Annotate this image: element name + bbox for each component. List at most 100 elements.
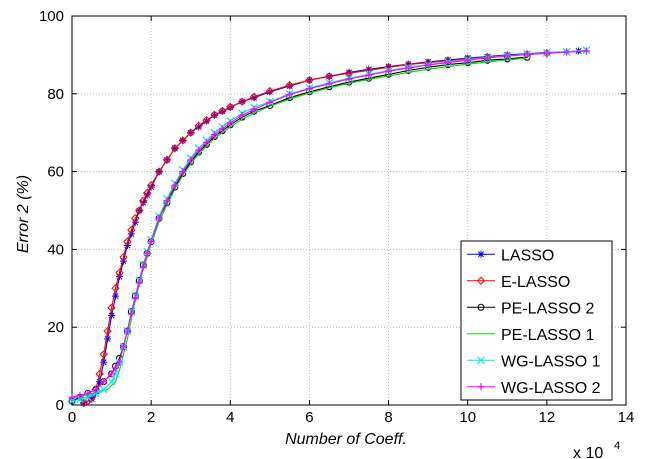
legend-item: LASSO	[467, 247, 554, 264]
axes-frame	[71, 15, 627, 406]
y-axis-label: Error 2 (%)	[15, 175, 32, 253]
data-point-marker	[210, 131, 218, 139]
data-point-marker	[99, 350, 108, 359]
data-point-marker	[108, 312, 116, 320]
data-point-marker	[477, 383, 485, 391]
data-point-marker	[178, 136, 188, 145]
data-point-marker	[477, 250, 485, 258]
data-point-marker	[249, 92, 259, 102]
data-point-marker	[305, 75, 314, 85]
data-point-marker	[92, 385, 100, 393]
data-point-marker	[79, 398, 89, 408]
data-point-marker	[135, 206, 144, 215]
data-point-marker	[143, 249, 151, 257]
x-tick-label: 12	[539, 409, 556, 426]
data-point-marker	[404, 64, 412, 72]
data-point-marker	[484, 54, 491, 62]
data-point-marker	[477, 356, 485, 365]
data-point-marker	[226, 102, 235, 112]
data-point-marker	[218, 125, 226, 133]
data-point-marker	[345, 75, 353, 83]
data-point-marker	[112, 292, 120, 300]
data-point-marker	[477, 303, 485, 311]
data-point-marker	[194, 121, 203, 130]
data-point-marker	[170, 144, 180, 153]
data-point-marker	[155, 214, 163, 222]
legend-item: PE-LASSO 2	[467, 300, 594, 317]
data-point-marker	[115, 268, 124, 277]
data-point-marker	[68, 393, 76, 401]
data-point-marker	[135, 278, 143, 286]
data-point-marker	[147, 238, 155, 246]
data-point-marker	[139, 263, 147, 271]
data-point-marker	[139, 196, 148, 205]
data-point-marker	[68, 397, 76, 406]
data-point-marker	[103, 326, 112, 336]
data-point-marker	[345, 68, 353, 76]
data-point-marker	[108, 370, 116, 378]
data-point-marker	[88, 395, 96, 403]
x-tick-label: 6	[305, 409, 313, 426]
legend-item: WG-LASSO 1	[467, 353, 601, 370]
data-point-marker	[75, 395, 84, 404]
y-tick-label: 100	[39, 8, 64, 25]
data-point-marker	[218, 106, 227, 116]
data-point-marker	[305, 85, 313, 93]
legend-label: LASSO	[501, 247, 554, 264]
data-point-marker	[123, 237, 132, 246]
plot-area: 0 2 4 6 8 10 12 14 0 20 40 60 80 100	[39, 8, 634, 426]
data-point-marker	[476, 276, 486, 285]
data-point-marker	[203, 117, 211, 125]
data-point-marker	[195, 123, 203, 131]
data-point-marker	[127, 225, 136, 235]
data-point-marker	[131, 294, 139, 302]
data-point-marker	[286, 82, 294, 90]
data-point-marker	[365, 65, 373, 73]
data-point-marker	[104, 335, 112, 343]
data-point-marker	[111, 284, 120, 293]
data-point-marker	[99, 385, 108, 394]
data-point-marker	[444, 59, 452, 67]
data-point-marker	[143, 191, 151, 199]
x-scale-factor: x 10 4	[573, 440, 620, 459]
data-point-marker	[119, 343, 127, 351]
x-axis-label: Number of Coeff.	[285, 431, 407, 448]
data-point-marker	[80, 399, 88, 407]
data-point-marker	[163, 197, 171, 205]
data-point-marker	[96, 378, 104, 386]
data-point-marker	[582, 47, 590, 55]
data-point-marker	[202, 116, 211, 125]
data-point-marker	[203, 138, 211, 146]
data-point-marker	[563, 48, 571, 56]
data-point-marker	[226, 119, 234, 127]
data-point-marker	[325, 72, 334, 81]
data-point-marker	[543, 49, 551, 57]
data-point-marker	[210, 110, 219, 120]
legend-item: PE-LASSO 1	[467, 327, 594, 344]
legend-item: E-LASSO	[467, 274, 570, 291]
legend-item: WG-LASSO 2	[467, 380, 601, 397]
x-tick-label: 2	[147, 409, 155, 426]
data-point-marker	[171, 181, 179, 189]
x-scale-exponent: 4	[614, 440, 620, 452]
x-scale-label: x 10	[573, 445, 603, 459]
data-point-marker	[112, 364, 120, 372]
data-point-marker	[238, 111, 246, 119]
data-point-marker	[146, 181, 156, 190]
data-point-marker	[285, 81, 294, 90]
data-point-marker	[365, 71, 373, 79]
data-point-marker	[147, 183, 155, 191]
data-point-marker	[286, 91, 294, 99]
y-tick-label: 20	[47, 319, 64, 336]
data-point-marker	[265, 86, 275, 96]
data-point-marker	[424, 61, 432, 69]
legend-label: WG-LASSO 2	[501, 380, 601, 397]
y-tick-label: 0	[56, 397, 64, 414]
y-tick-label: 60	[47, 164, 64, 181]
data-point-marker	[142, 188, 152, 198]
x-tick-label: 0	[68, 409, 76, 426]
x-tick-label: 10	[459, 409, 476, 426]
legend-label: PE-LASSO 1	[501, 327, 594, 344]
data-point-marker	[100, 378, 108, 386]
